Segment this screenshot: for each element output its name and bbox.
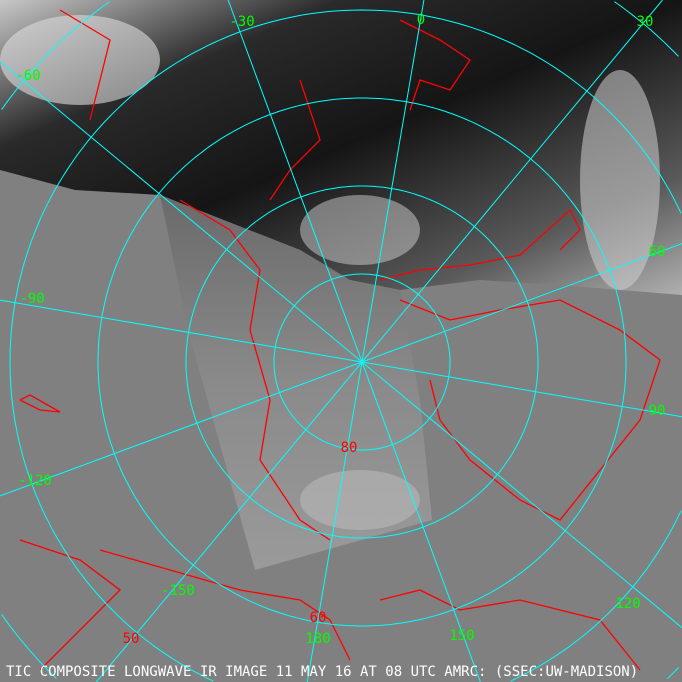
coastline	[379, 589, 641, 671]
latitude-circle-70	[185, 185, 539, 539]
coastline	[399, 19, 471, 111]
latitude-circle-80	[273, 273, 451, 451]
latitude-label: 80	[341, 440, 358, 456]
meridian-150	[361, 361, 481, 682]
cloud-imagery-north	[0, 0, 682, 295]
meridian-120	[361, 361, 682, 629]
meridian-90	[361, 361, 682, 418]
cloud-band	[300, 195, 420, 265]
meridian--90	[0, 299, 363, 363]
meridian--60	[0, 61, 363, 363]
cloud-band	[580, 70, 660, 290]
cloud-band	[300, 470, 420, 530]
cloud-band	[0, 15, 160, 105]
meridian-60	[361, 243, 682, 363]
coastline	[19, 394, 61, 413]
longitude-label: 90	[649, 403, 666, 419]
coastline	[179, 199, 331, 541]
graticule-labels: -60 -30 0 30 60 90 120 150 180 -150 -120 -90 80 60 50	[15, 12, 665, 647]
meridian-180	[306, 361, 363, 682]
longitude-label: 120	[615, 596, 640, 612]
meridian--120	[0, 361, 363, 497]
longitude-label: 180	[305, 631, 330, 647]
latitude-circle-60	[97, 97, 627, 627]
longitude-label: 60	[649, 244, 666, 260]
longitude-label: 150	[449, 628, 474, 644]
coastline	[19, 539, 121, 671]
meridian-0	[361, 0, 425, 363]
coastline	[99, 549, 351, 661]
longitude-label: -30	[229, 14, 254, 30]
latitude-label: 50	[123, 631, 140, 647]
coastlines	[19, 9, 661, 671]
longitude-label: -150	[161, 583, 195, 599]
longitude-label: -120	[18, 473, 52, 489]
meridian--30	[227, 0, 363, 363]
coastline	[59, 9, 111, 121]
latitude-label: 60	[310, 610, 327, 626]
coastline	[399, 299, 661, 521]
meridian-30	[361, 0, 663, 363]
coastline	[379, 208, 581, 281]
meridian--150	[95, 361, 363, 682]
image-caption: TIC COMPOSITE LONGWAVE IR IMAGE 11 MAY 1…	[6, 664, 639, 680]
longitude-label: -90	[19, 291, 44, 307]
longitude-label: -60	[15, 68, 40, 84]
latitude-circle-50	[9, 9, 682, 682]
coastline	[269, 79, 321, 201]
longitude-label: 30	[637, 14, 654, 30]
longitude-label: 0	[417, 12, 425, 28]
